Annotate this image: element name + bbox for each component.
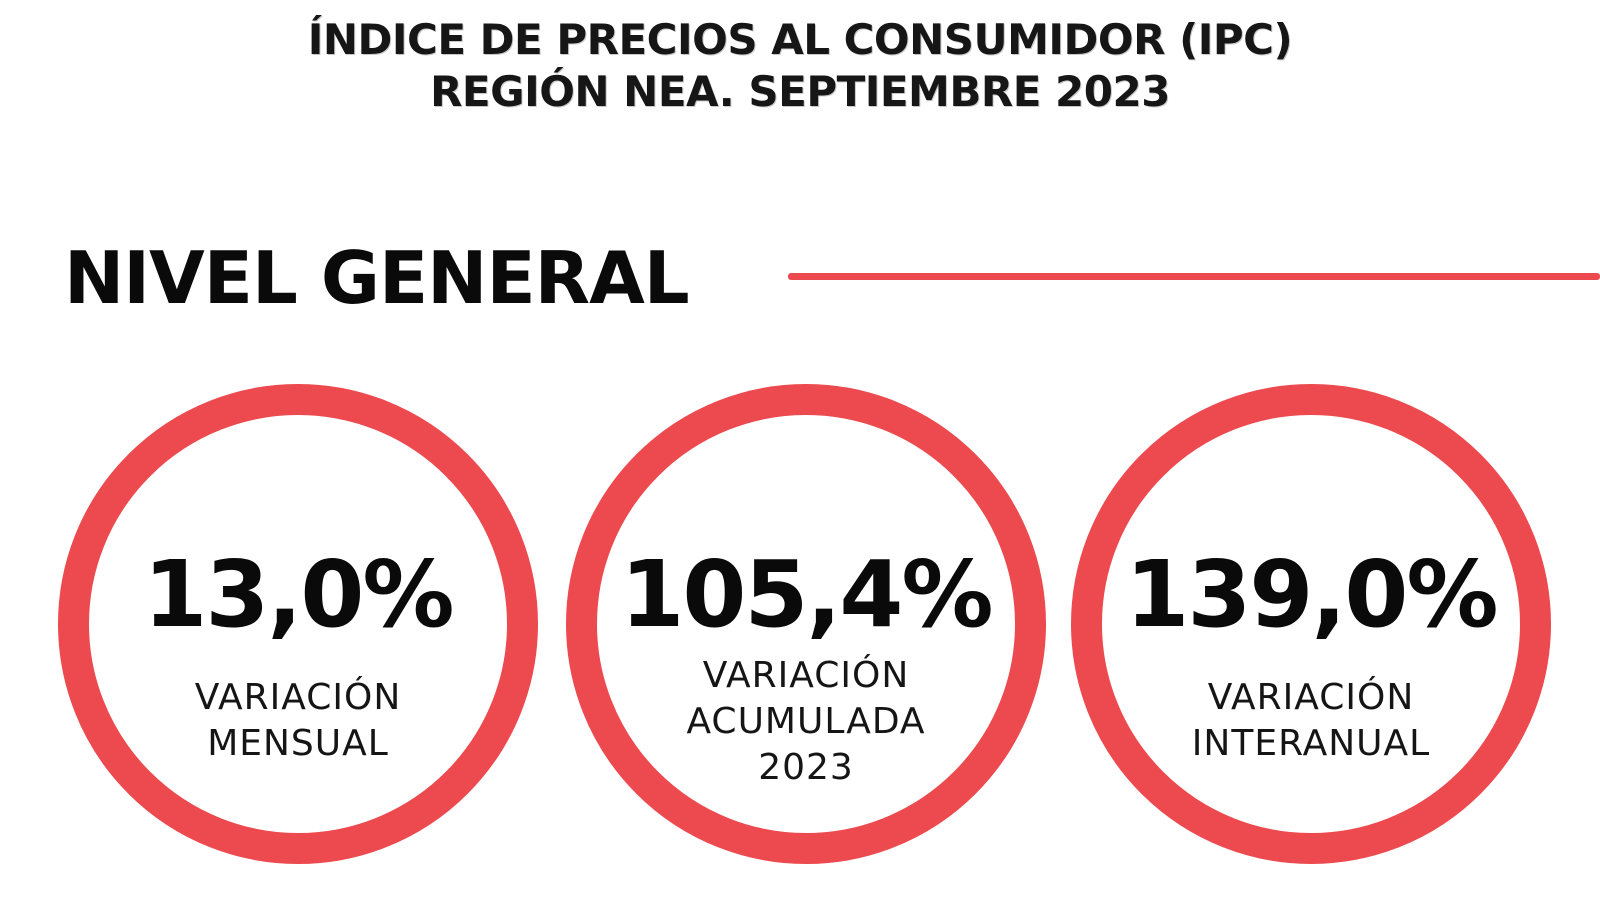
header-title-line-2: REGIÓN NEA. SEPTIEMBRE 2023 (430, 67, 1170, 116)
indicator-circle-monthly: 13,0% VARIACIÓN MENSUAL (58, 384, 538, 864)
section-divider-line (788, 273, 1600, 280)
indicator-label-line: VARIACIÓN (194, 677, 402, 718)
indicator-value-interannual: 139,0% (1125, 541, 1498, 648)
indicator-label-monthly: VARIACIÓN MENSUAL (89, 675, 507, 767)
indicator-value-accumulated: 105,4% (620, 541, 993, 648)
page-header: ÍNDICE DE PRECIOS AL CONSUMIDOR (IPC) RE… (0, 14, 1600, 118)
indicator-label-line: ACUMULADA (686, 701, 926, 742)
indicator-circle-interannual: 139,0% VARIACIÓN INTERANUAL (1071, 384, 1551, 864)
indicator-label-line: MENSUAL (207, 723, 389, 764)
indicator-label-accumulated: VARIACIÓN ACUMULADA 2023 (597, 653, 1015, 791)
section-title: NIVEL GENERAL (64, 236, 690, 320)
indicator-label-line: VARIACIÓN (702, 655, 910, 696)
indicator-circle-accumulated: 105,4% VARIACIÓN ACUMULADA 2023 (566, 384, 1046, 864)
indicator-label-line: 2023 (758, 747, 854, 788)
header-title-line-1: ÍNDICE DE PRECIOS AL CONSUMIDOR (IPC) (307, 15, 1293, 64)
indicator-label-interannual: VARIACIÓN INTERANUAL (1102, 675, 1520, 767)
indicator-value-monthly: 13,0% (143, 541, 454, 648)
indicator-label-line: INTERANUAL (1191, 723, 1431, 764)
indicator-label-line: VARIACIÓN (1207, 677, 1415, 718)
